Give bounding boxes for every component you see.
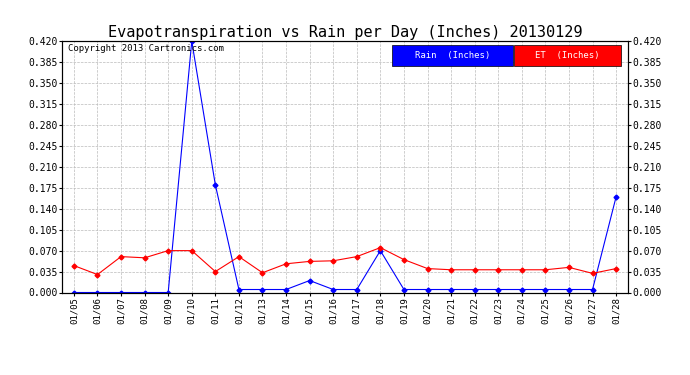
- Text: Copyright 2013 Cartronics.com: Copyright 2013 Cartronics.com: [68, 44, 224, 53]
- FancyBboxPatch shape: [514, 45, 621, 66]
- Title: Evapotranspiration vs Rain per Day (Inches) 20130129: Evapotranspiration vs Rain per Day (Inch…: [108, 25, 582, 40]
- Text: ET  (Inches): ET (Inches): [535, 51, 600, 60]
- FancyBboxPatch shape: [392, 45, 513, 66]
- Text: Rain  (Inches): Rain (Inches): [415, 51, 490, 60]
